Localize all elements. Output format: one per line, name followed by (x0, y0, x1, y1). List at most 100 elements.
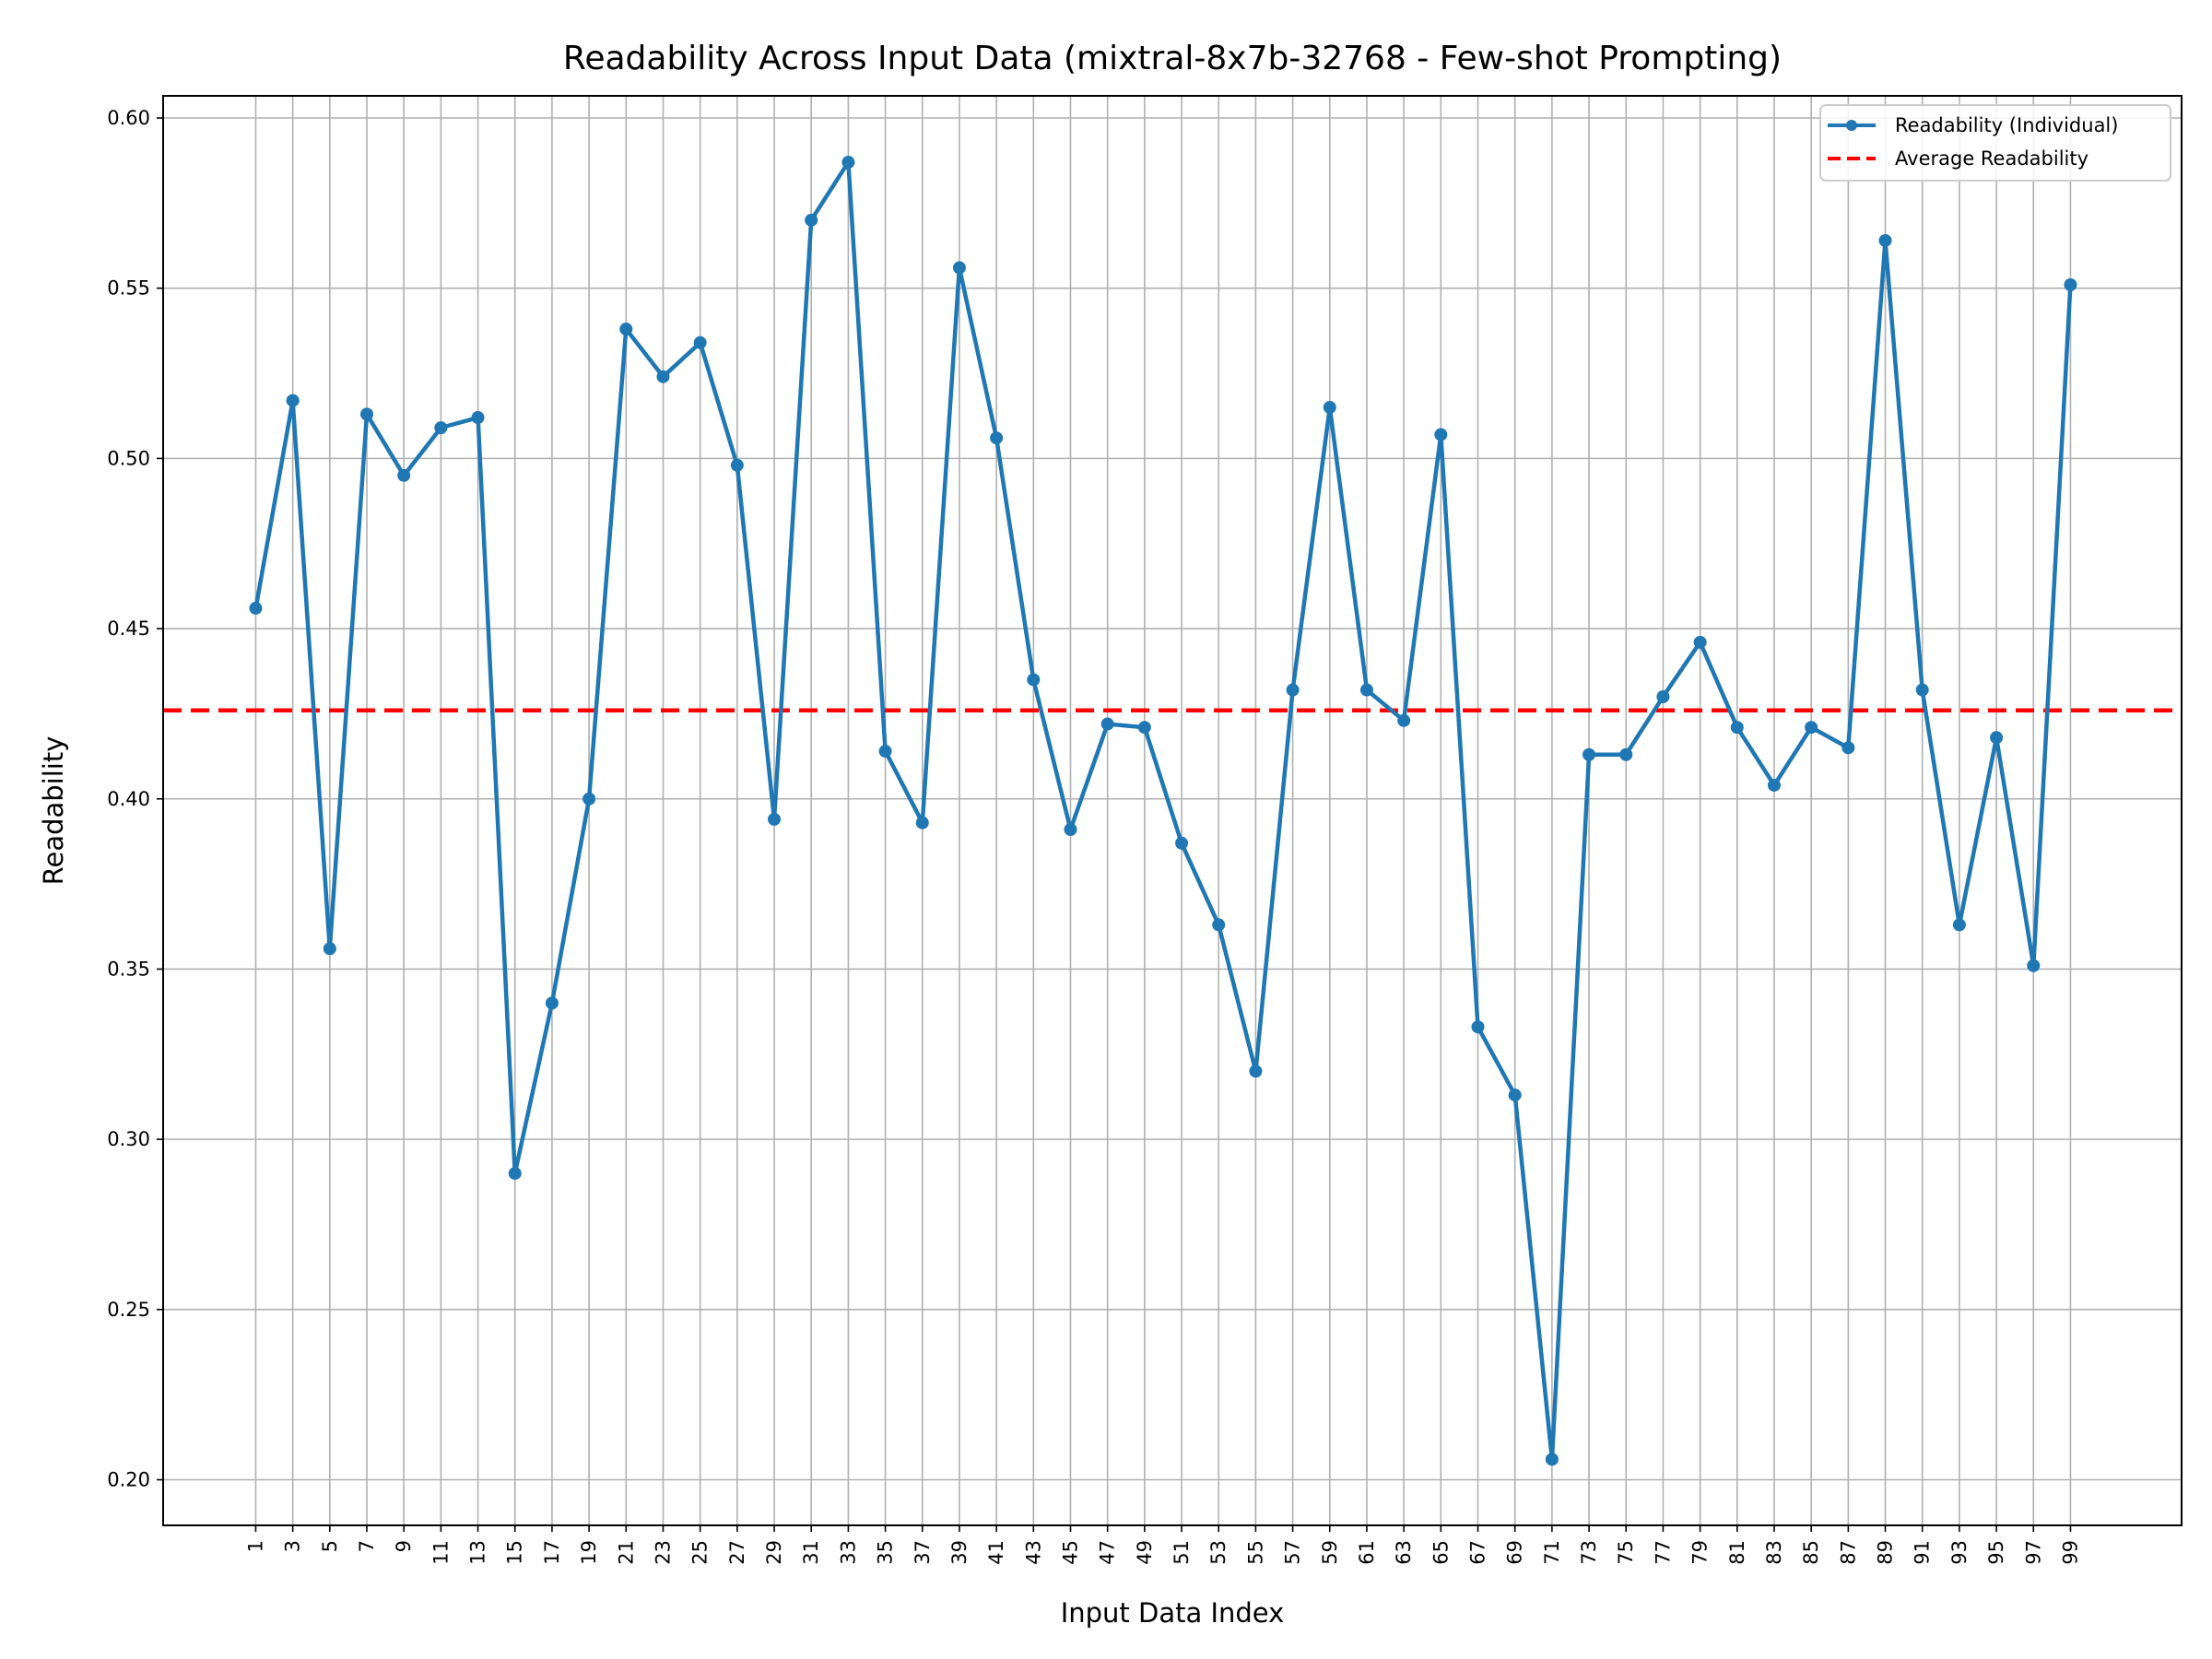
grid (163, 96, 2182, 1525)
data-point (805, 213, 818, 227)
x-tick-label: 79 (1689, 1540, 1712, 1565)
data-point (619, 323, 633, 336)
x-tick-label: 81 (1726, 1540, 1748, 1565)
x-tick-label: 55 (1244, 1540, 1266, 1565)
data-point (545, 996, 559, 1010)
data-point (1397, 713, 1411, 727)
data-point (508, 1167, 522, 1181)
data-point (1693, 635, 1707, 649)
data-point (878, 745, 892, 759)
y-tick-label: 0.35 (107, 958, 150, 980)
data-point (1767, 778, 1781, 792)
x-tick-label: 57 (1282, 1540, 1304, 1565)
data-point (397, 468, 411, 482)
x-tick-label: 31 (800, 1540, 822, 1565)
y-tick-label: 0.25 (107, 1299, 150, 1321)
data-point (1359, 683, 1373, 697)
x-tick-label: 7 (356, 1540, 378, 1552)
data-point (1471, 1020, 1485, 1034)
plot-frame (162, 95, 2183, 1526)
y-tick-label: 0.55 (107, 277, 150, 300)
data-point (1508, 1088, 1522, 1102)
x-tick-label: 75 (1615, 1540, 1637, 1565)
data-point (286, 394, 300, 407)
x-tick-label: 39 (948, 1540, 971, 1565)
x-tick-label: 51 (1171, 1540, 1193, 1565)
x-tick-label: 65 (1430, 1540, 1452, 1565)
y-tick-label: 0.45 (107, 618, 150, 640)
data-point (693, 335, 707, 349)
data-point (1990, 731, 2004, 745)
x-tick-label: 25 (689, 1540, 712, 1565)
data-point (1434, 428, 1448, 441)
x-tick-label: 85 (1800, 1540, 1822, 1565)
x-tick-label: 23 (652, 1540, 674, 1565)
data-point (1878, 233, 1892, 247)
data-point (2027, 959, 2041, 972)
x-tick-label: 3 (282, 1540, 304, 1552)
data-point (841, 156, 855, 170)
data-point (730, 458, 744, 472)
x-tick-label: 9 (393, 1540, 415, 1552)
data-point (915, 816, 929, 830)
x-tick-label: 49 (1134, 1540, 1156, 1565)
data-point (1286, 683, 1300, 697)
y-tick-label: 0.40 (107, 788, 150, 810)
x-tick-label: 43 (1022, 1540, 1044, 1565)
x-tick-label: 37 (912, 1540, 934, 1565)
x-tick-label: 27 (726, 1540, 748, 1565)
x-tick-label: 93 (1948, 1540, 1971, 1565)
x-tick-label: 41 (985, 1540, 1007, 1565)
data-point (249, 601, 263, 615)
x-tick-label: 61 (1356, 1540, 1378, 1565)
x-tick-label: 47 (1097, 1540, 1119, 1565)
data-point (1249, 1065, 1263, 1078)
y-tick-label: 0.50 (107, 447, 150, 469)
data-point (1656, 689, 1670, 703)
data-point (1212, 918, 1226, 932)
data-point (1952, 918, 1966, 932)
x-tick-label: 19 (578, 1540, 600, 1565)
chart-title: Readability Across Input Data (mixtral-8… (563, 40, 1782, 77)
data-point (582, 792, 596, 806)
data-point (1545, 1453, 1559, 1466)
legend-box (1819, 104, 2171, 182)
x-tick-label: 5 (319, 1540, 341, 1552)
x-tick-label: 67 (1467, 1540, 1489, 1565)
data-point (1323, 400, 1336, 414)
data-point (434, 421, 448, 435)
data-point (990, 431, 1004, 445)
series-layer (249, 156, 2077, 1466)
x-tick-label: 77 (1652, 1540, 1674, 1565)
data-point (1730, 721, 1744, 735)
data-point (656, 370, 670, 383)
x-tick-label: 87 (1837, 1540, 1859, 1565)
data-point (323, 942, 336, 956)
data-point (471, 411, 485, 425)
legend: Readability (Individual) Average Readabi… (1819, 104, 2171, 182)
data-point (1619, 747, 1633, 761)
data-point (1583, 747, 1596, 761)
x-tick-label: 59 (1319, 1540, 1341, 1565)
x-axis-label: Input Data Index (1061, 1597, 1285, 1629)
x-tick-label: 33 (837, 1540, 859, 1565)
legend-label-average: Average Readability (1895, 147, 2088, 170)
data-point (952, 261, 966, 275)
x-tick-label: 1 (244, 1540, 266, 1552)
x-tick-label: 89 (1875, 1540, 1897, 1565)
x-tick-label: 17 (541, 1540, 563, 1565)
legend-marker-individual (1846, 120, 1857, 131)
data-point (360, 407, 374, 421)
x-tick-label: 69 (1504, 1540, 1526, 1565)
y-axis-label: Readability (38, 736, 69, 886)
data-point (1027, 673, 1041, 687)
data-point (1841, 741, 1855, 755)
x-tick-label: 63 (1393, 1540, 1415, 1565)
readability-individual-line (253, 159, 2073, 1462)
data-point (1064, 823, 1077, 837)
y-tick-label: 0.20 (107, 1469, 150, 1491)
x-tick-label: 35 (875, 1540, 897, 1565)
x-tick-label: 95 (1985, 1540, 2007, 1565)
